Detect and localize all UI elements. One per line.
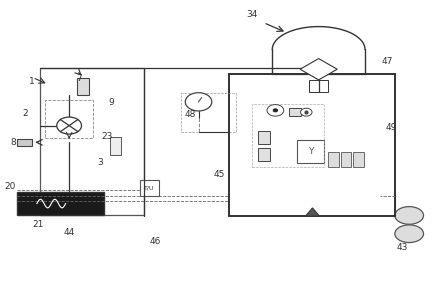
Bar: [328, 152, 339, 167]
Text: 8: 8: [10, 138, 16, 147]
Text: 21: 21: [32, 220, 44, 229]
Circle shape: [267, 105, 284, 116]
Text: 3: 3: [97, 158, 103, 167]
Circle shape: [273, 109, 278, 112]
Bar: [297, 140, 324, 163]
Bar: [309, 80, 328, 92]
Text: Y: Y: [308, 147, 313, 156]
Bar: [17, 139, 31, 146]
Polygon shape: [305, 208, 319, 216]
Text: 46: 46: [150, 237, 161, 246]
Circle shape: [300, 108, 312, 116]
Bar: [181, 93, 236, 132]
Polygon shape: [300, 58, 337, 80]
Bar: [110, 137, 121, 155]
Bar: [258, 148, 270, 161]
Bar: [140, 181, 159, 196]
Text: 47: 47: [381, 57, 393, 66]
Text: 43: 43: [397, 243, 408, 252]
Text: 34: 34: [247, 10, 258, 19]
Text: 9: 9: [108, 98, 114, 107]
Bar: [40, 68, 144, 215]
Bar: [289, 108, 301, 117]
Ellipse shape: [395, 225, 424, 243]
Bar: [45, 100, 93, 138]
Bar: [17, 192, 104, 215]
Bar: [77, 78, 89, 95]
Bar: [341, 152, 351, 167]
Text: 49: 49: [386, 123, 397, 132]
Text: 45: 45: [214, 170, 225, 179]
Bar: [229, 74, 395, 216]
Text: 48: 48: [185, 110, 196, 119]
Text: 2: 2: [22, 109, 28, 118]
Text: 1: 1: [29, 77, 35, 86]
Text: 23: 23: [101, 132, 113, 141]
Ellipse shape: [395, 207, 424, 224]
Circle shape: [57, 117, 82, 134]
Bar: [258, 131, 270, 144]
Text: T/U: T/U: [144, 186, 155, 191]
Circle shape: [185, 93, 212, 111]
Bar: [353, 152, 364, 167]
Text: 44: 44: [63, 228, 75, 237]
Text: 20: 20: [5, 182, 16, 191]
Bar: [252, 104, 324, 167]
Text: 7: 7: [77, 74, 82, 83]
